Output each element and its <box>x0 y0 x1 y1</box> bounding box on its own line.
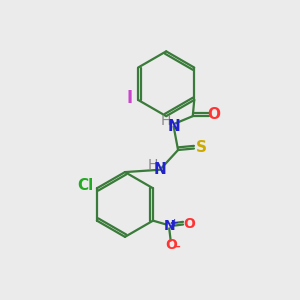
Text: N: N <box>164 219 175 233</box>
Text: H: H <box>147 158 158 172</box>
Text: O: O <box>183 217 195 231</box>
Text: +: + <box>170 218 179 228</box>
Text: S: S <box>196 140 207 154</box>
Text: -: - <box>174 237 180 255</box>
Text: N: N <box>167 119 180 134</box>
Text: O: O <box>165 238 177 252</box>
Text: H: H <box>161 114 172 128</box>
Text: I: I <box>127 89 133 107</box>
Text: N: N <box>154 162 167 177</box>
Text: O: O <box>208 107 220 122</box>
Text: Cl: Cl <box>78 178 94 194</box>
